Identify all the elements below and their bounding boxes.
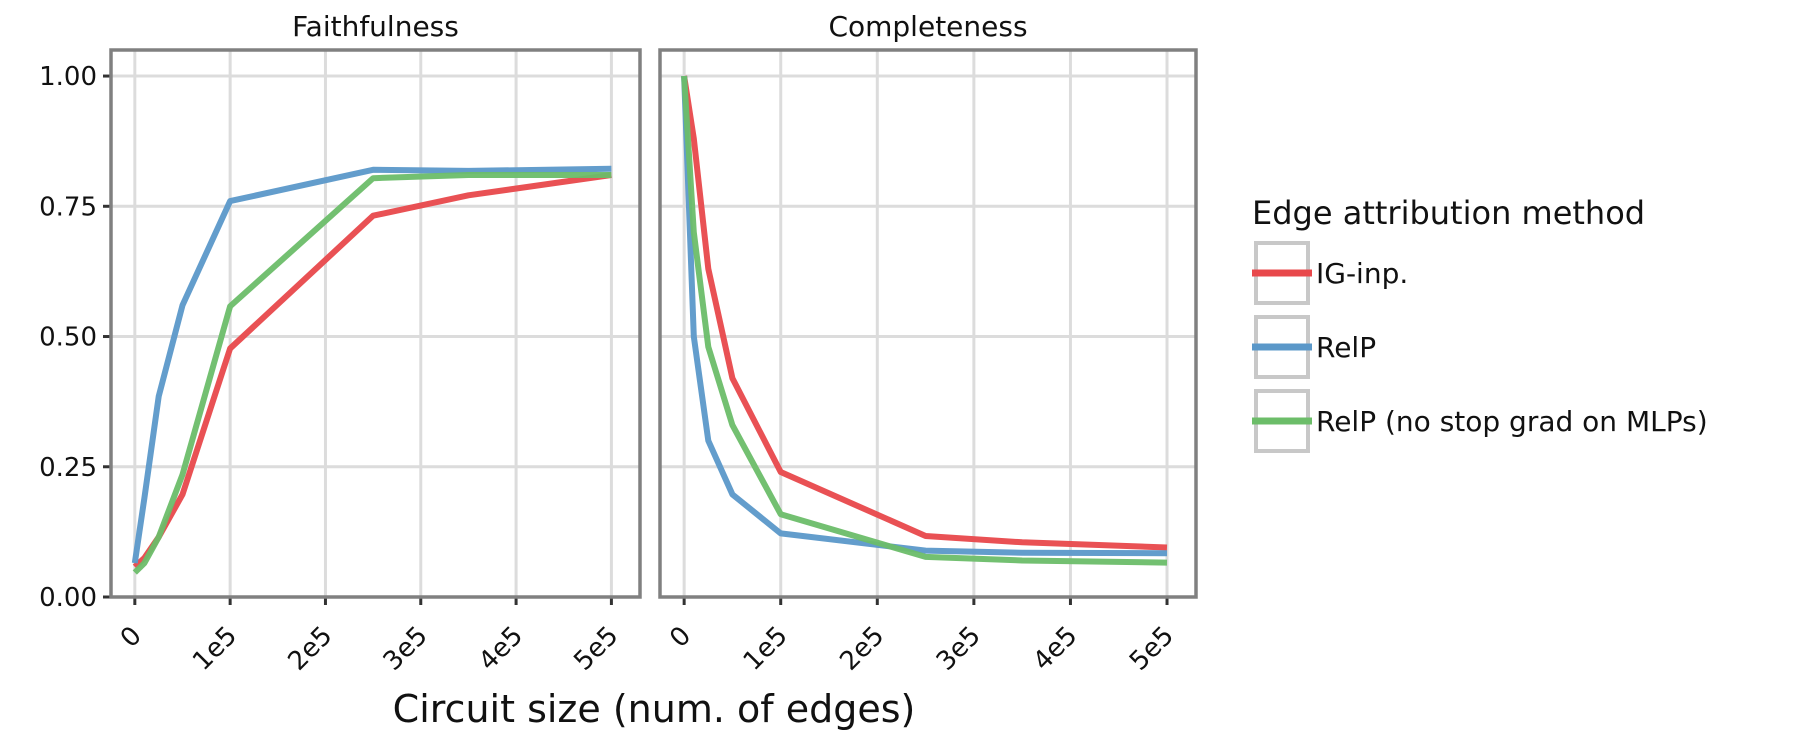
x-axis-label: Circuit size (num. of edges) (393, 687, 916, 731)
series-line-ig-inp (132, 172, 612, 570)
x-tick-label: 2e5 (282, 621, 338, 677)
panel-title: Completeness (828, 10, 1027, 43)
series-line-relp-no-stop-grad-on-mlps (132, 172, 612, 575)
y-tick-label: 0.25 (39, 453, 97, 483)
x-tick-label: 1e5 (738, 621, 794, 677)
series-line-relp-no-stop-grad-on-mlps (681, 75, 1168, 566)
legend-label: RelP (1316, 331, 1376, 364)
series-line-relp (681, 75, 1168, 557)
legend-item: RelP (1252, 315, 1376, 379)
y-tick-label: 1.00 (39, 62, 97, 92)
x-tick-label: 2e5 (834, 621, 890, 677)
x-tick-label: 1e5 (187, 621, 243, 677)
panel-border (658, 48, 1198, 599)
x-tick-label: 0 (115, 621, 148, 654)
y-tick-label: 0.75 (39, 192, 97, 222)
x-tick-label: 0 (664, 621, 697, 654)
legend-label: RelP (no stop grad on MLPs) (1316, 405, 1708, 438)
y-tick-label: 0.00 (39, 583, 97, 613)
legend-label: IG-inp. (1316, 257, 1408, 290)
series-line-ig-inp (681, 75, 1168, 551)
x-tick-label: 3e5 (378, 621, 434, 677)
x-tick-label: 4e5 (473, 621, 529, 677)
panel-faithfulness: 0 1e5 2e5 3e5 4e5 5e5 0.00 0.25 0.50 0.75 1.00 Fait… (39, 10, 642, 677)
y-tick-label: 0.50 (39, 323, 97, 353)
legend-item: RelP (no stop grad on MLPs) (1252, 389, 1708, 453)
panel-title: Faithfulness (292, 10, 459, 43)
x-tick-label: 5e5 (568, 621, 624, 677)
x-tick-label: 5e5 (1124, 621, 1180, 677)
legend: Edge attribution method IG-inp. RelP RelP … (1252, 194, 1708, 453)
x-tick-label: 4e5 (1027, 621, 1083, 677)
panel-border (109, 48, 642, 599)
legend-title: Edge attribution method (1252, 194, 1645, 232)
series-line-relp (131, 165, 612, 564)
panel-completeness: 0 1e5 2e5 3e5 4e5 5e5 Completeness (658, 10, 1198, 677)
x-tick-label: 3e5 (931, 621, 987, 677)
legend-item: IG-inp. (1252, 241, 1408, 305)
